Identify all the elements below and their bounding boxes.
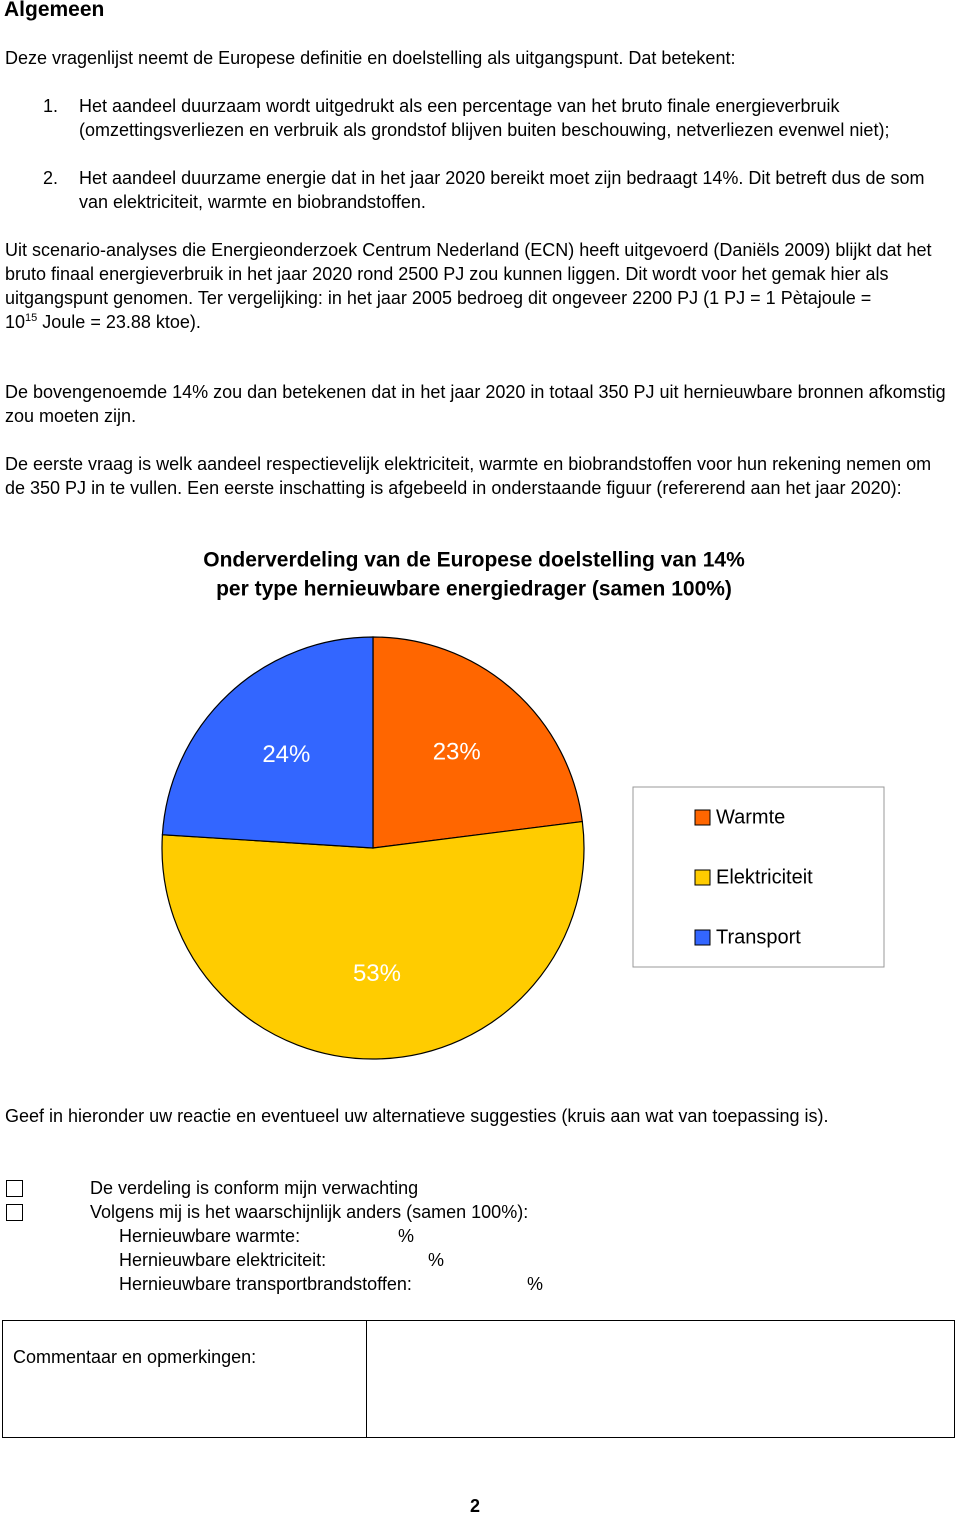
paragraph: Geef in hieronder uw reactie en eventuee… [5, 1106, 829, 1126]
legend-label: Warmte [716, 806, 785, 828]
paragraph: De eerste vraag is welk aandeel respecti… [5, 454, 932, 498]
field-unit: % [398, 1226, 415, 1246]
field-label: Hernieuwbare elektriciteit: [119, 1250, 327, 1270]
divider [366, 1321, 367, 1437]
chart: Onderverdeling van de Europese doelstell… [161, 549, 885, 1060]
slice-label: 53% [353, 960, 401, 987]
legend-label: Elektriciteit [716, 866, 813, 888]
text: Uit scenario-analyses die Energieonderzo… [5, 240, 932, 308]
legend-swatch [694, 869, 711, 886]
field-unit: % [527, 1274, 544, 1294]
slice-label: 24% [262, 741, 310, 768]
legend-box [632, 786, 885, 968]
comment-label: Commentaar en opmerkingen: [13, 1347, 257, 1367]
legend-swatch [694, 929, 711, 946]
list-marker: 2. [43, 168, 59, 188]
pie-slice [161, 636, 374, 849]
paragraph: De bovengenoemde 14% zou dan betekenen d… [5, 382, 946, 426]
comment-input[interactable] [368, 1321, 954, 1437]
checkbox[interactable] [6, 1180, 23, 1197]
comment-box: Commentaar en opmerkingen: [2, 1320, 955, 1438]
text: Joule = 23.88 ktoe). [37, 312, 201, 332]
exponent: 15 [25, 312, 38, 324]
option: Volgens mij is het waarschijnlijk anders… [90, 1202, 529, 1222]
pie-slice [161, 820, 585, 1060]
paragraph: Uit scenario-analyses die Energieonderzo… [5, 238, 950, 334]
legend-label: Transport [716, 926, 801, 948]
text: 10 [5, 312, 26, 332]
page-number: 2 [469, 1496, 480, 1516]
field-unit: % [428, 1250, 445, 1270]
slice-label: 23% [433, 738, 481, 765]
chart-subtitle: per type hernieuwbare energiedrager (sam… [216, 578, 732, 601]
checkbox[interactable] [6, 1204, 23, 1221]
field-label: Hernieuwbare transportbrandstoffen: [119, 1274, 412, 1294]
pie-slice [372, 636, 584, 849]
field-label: Hernieuwbare warmte: [119, 1226, 301, 1246]
paragraph: Deze vragenlijst neemt de Europese defin… [5, 48, 736, 68]
list-marker: 1. [43, 96, 59, 116]
option: De verdeling is conform mijn verwachting [90, 1178, 419, 1198]
list-item: Het aandeel duurzame energie dat in het … [79, 168, 925, 212]
heading: Algemeen [4, 0, 105, 21]
chart-title: Onderverdeling van de Europese doelstell… [203, 549, 745, 572]
legend-swatch [694, 809, 711, 826]
list-item: Het aandeel duurzaam wordt uitgedrukt al… [79, 96, 890, 140]
